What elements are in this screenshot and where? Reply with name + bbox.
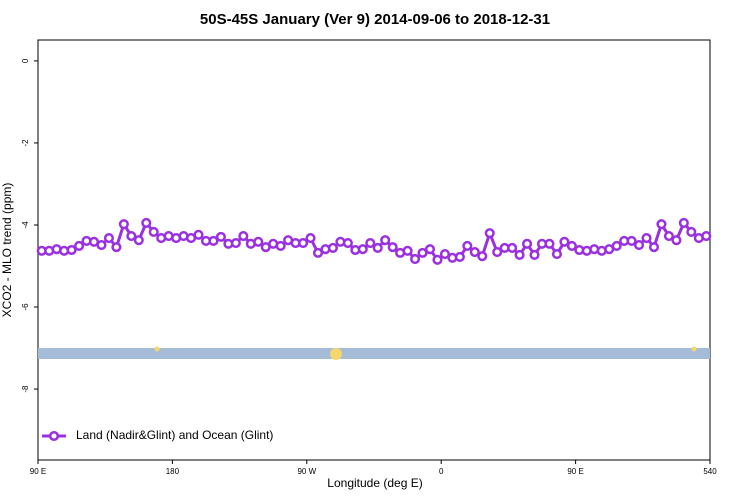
x-tick-label: 540 <box>703 467 717 476</box>
legend-marker <box>48 430 60 442</box>
point <box>551 249 562 260</box>
point <box>253 236 264 247</box>
point <box>111 242 122 253</box>
x-tick-label: 180 <box>166 467 180 476</box>
point <box>66 244 77 256</box>
point <box>522 238 533 249</box>
point <box>678 217 689 228</box>
point <box>327 242 338 253</box>
point <box>424 244 436 255</box>
point <box>230 237 241 249</box>
land-marker <box>330 348 342 360</box>
point <box>559 236 570 247</box>
point <box>648 242 660 253</box>
point <box>402 245 413 256</box>
point <box>103 233 114 244</box>
point <box>462 240 473 251</box>
point <box>701 231 712 242</box>
x-tick-label: 0 <box>439 467 444 476</box>
point <box>74 240 85 251</box>
point <box>96 240 107 251</box>
point <box>141 217 152 228</box>
x-tick-label: 90 E <box>30 467 46 476</box>
x-tick-label: 90 W <box>297 467 316 476</box>
y-tick-label: -8 <box>21 385 30 393</box>
point <box>148 226 159 238</box>
x-tick-label: 90 E <box>567 467 583 476</box>
point <box>671 235 682 246</box>
point <box>357 244 368 255</box>
y-tick-label: 0 <box>21 58 30 63</box>
point <box>365 237 376 249</box>
point <box>118 219 129 230</box>
point <box>208 235 219 247</box>
point <box>469 247 480 258</box>
y-tick-label: -2 <box>21 139 30 147</box>
point <box>342 237 353 249</box>
point <box>410 253 421 265</box>
point <box>641 233 652 244</box>
surface-band <box>38 348 710 359</box>
point <box>566 240 577 251</box>
land-marker <box>154 346 160 352</box>
point <box>626 235 637 247</box>
point <box>372 242 383 253</box>
chart-title: 50S-45S January (Ver 9) 2014-09-06 to 20… <box>200 11 550 28</box>
y-tick-label: -4 <box>21 221 30 229</box>
point <box>544 238 555 249</box>
point <box>529 249 540 260</box>
point <box>387 242 398 253</box>
point <box>432 254 443 265</box>
point <box>686 226 697 238</box>
y-tick-label: -6 <box>21 303 30 311</box>
point <box>492 247 503 258</box>
x-axis-title: Longitude (deg E) <box>327 476 422 490</box>
point <box>312 247 324 258</box>
point <box>439 249 450 260</box>
point <box>193 229 204 240</box>
point <box>611 240 622 251</box>
land-marker <box>691 346 697 352</box>
y-axis-title: XCO2 - MLO trend (ppm) <box>0 183 14 318</box>
point <box>238 231 249 242</box>
point <box>454 251 465 263</box>
point <box>634 240 645 251</box>
point <box>484 228 495 239</box>
point <box>656 219 667 230</box>
point <box>507 242 518 253</box>
point <box>215 231 226 242</box>
point <box>417 247 428 258</box>
legend-label: Land (Nadir&Glint) and Ocean (Glint) <box>76 428 273 442</box>
point <box>477 251 488 262</box>
point <box>663 231 674 242</box>
point <box>126 231 137 242</box>
point <box>298 237 309 249</box>
point <box>275 240 286 251</box>
point <box>514 249 525 260</box>
point <box>305 233 316 244</box>
point <box>133 235 144 246</box>
point <box>380 235 391 246</box>
